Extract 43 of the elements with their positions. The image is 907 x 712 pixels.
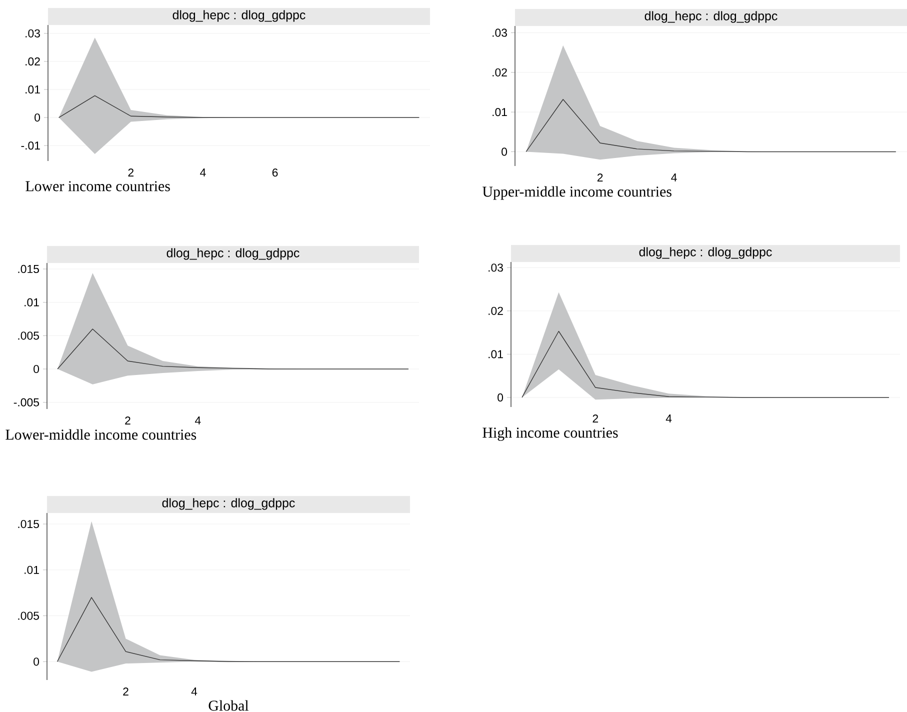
x-tick-label: 4 xyxy=(191,688,198,696)
x-tick-label: 4 xyxy=(666,414,672,422)
y-tick-label: .02 xyxy=(492,68,507,76)
y-tick-label: .01 xyxy=(24,298,39,306)
x-tick-label: 6 xyxy=(272,168,278,177)
y-tick-label: .03 xyxy=(488,264,503,272)
x-tick-label: 2 xyxy=(123,688,128,696)
y-tick-label: .01 xyxy=(492,108,507,116)
y-tick-label: 0 xyxy=(34,113,40,122)
chart-title: dlog_hepc : dlog_gdppc xyxy=(639,247,772,259)
y-tick-label: .03 xyxy=(492,28,507,37)
y-tick-label: .01 xyxy=(26,85,40,94)
chart-title: dlog_hepc : dlog_gdppc xyxy=(166,248,300,260)
x-tick-label: 2 xyxy=(125,416,130,425)
y-tick-label: .02 xyxy=(26,57,40,66)
text: Upper-middle income countries xyxy=(482,186,672,200)
y-tick-label: 0 xyxy=(34,364,40,374)
chart-title: dlog_hepc : dlog_gdppc xyxy=(162,498,295,510)
chart-title: dlog_hepc : dlog_gdppc xyxy=(172,10,306,22)
y-tick-label: 0 xyxy=(34,658,40,666)
x-tick-label: 4 xyxy=(671,174,677,182)
y-tick-label: .02 xyxy=(488,306,503,315)
y-tick-label: .01 xyxy=(488,350,503,358)
y-tick-label: -.01 xyxy=(21,142,40,150)
y-tick-label: .005 xyxy=(18,612,39,620)
text: Global xyxy=(208,700,249,711)
x-tick-label: 2 xyxy=(597,174,603,182)
y-tick-label: .005 xyxy=(18,332,39,340)
x-tick-label: 4 xyxy=(200,168,206,176)
x-tick-label: 4 xyxy=(194,416,201,424)
y-tick-label: .015 xyxy=(18,520,39,528)
text: High income countries xyxy=(482,427,618,441)
x-tick-label: 2 xyxy=(592,414,598,423)
text: Lower-middle income countries xyxy=(6,429,196,440)
chart-title: dlog_hepc : dlog_gdppc xyxy=(644,11,778,23)
y-tick-label: .015 xyxy=(18,264,39,274)
x-tick-label: 2 xyxy=(128,168,134,177)
y-tick-label: .03 xyxy=(26,29,40,38)
y-tick-label: -.005 xyxy=(14,398,39,406)
y-tick-label: .01 xyxy=(24,566,39,574)
y-tick-label: 0 xyxy=(502,148,508,156)
text: Lower income countries xyxy=(26,181,170,192)
y-tick-label: 0 xyxy=(498,393,504,402)
